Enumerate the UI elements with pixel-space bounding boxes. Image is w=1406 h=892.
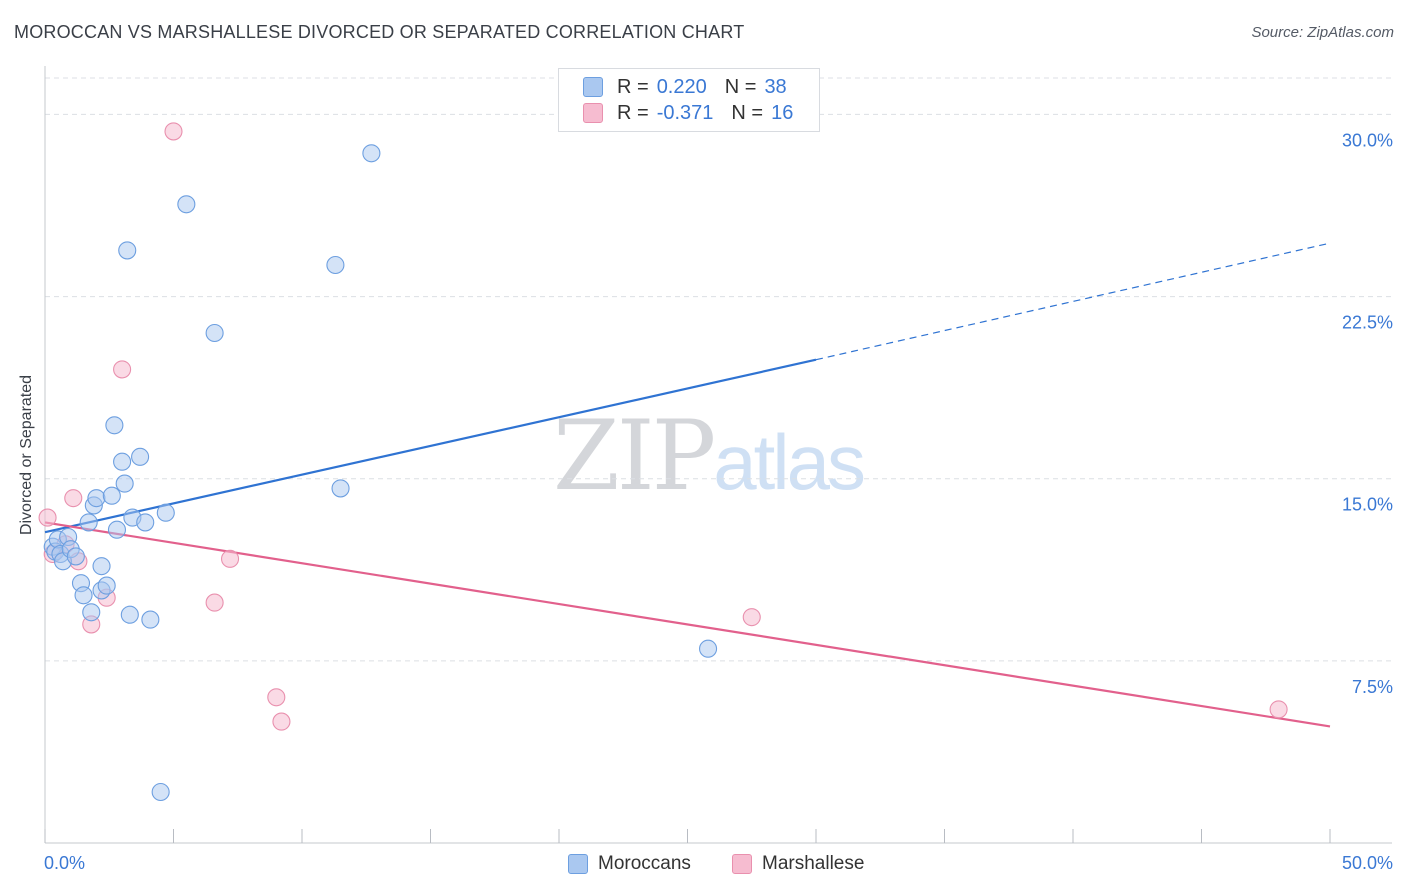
x-tick-label: 50.0% (1342, 853, 1393, 873)
grid-lines (45, 77, 1392, 662)
legend-swatch-blue (568, 854, 588, 874)
n-value: 38 (764, 75, 787, 98)
y-tick-label: 22.5% (1342, 313, 1393, 333)
data-point-moroccans (120, 605, 139, 624)
r-value: -0.371 (656, 101, 714, 124)
data-point-moroccans (362, 144, 381, 163)
r-value: 0.220 (656, 75, 707, 98)
legend-swatch-blue (583, 77, 603, 97)
data-point-moroccans (136, 513, 155, 532)
legend-moroccans: Moroccans (568, 852, 691, 876)
data-point-marshallese (64, 489, 83, 508)
data-point-moroccans (87, 489, 106, 508)
data-point-moroccans (326, 255, 345, 275)
data-point-marshallese (220, 549, 240, 568)
source-label: Source: ZipAtlas.com (1251, 24, 1394, 41)
legend-swatch-pink (583, 103, 603, 123)
data-point-moroccans (131, 447, 150, 466)
data-point-moroccans (141, 610, 160, 629)
tick-labels: 7.5% 15.0% 22.5% 30.0% 0.0% 50.0% (44, 130, 1393, 873)
data-point-moroccans (331, 479, 350, 498)
data-point-marshallese (38, 508, 57, 527)
data-point-moroccans (156, 503, 175, 522)
trend-line-moroccans (44, 358, 817, 534)
trend-line-marshallese (44, 521, 1331, 728)
trend-line-moroccans-extension (815, 242, 1331, 361)
data-point-marshallese (1269, 700, 1288, 719)
legend-swatch-pink (732, 854, 752, 874)
correlation-legend: R = 0.220 N = 38 R = -0.371 N = 16 (558, 68, 820, 132)
n-value: 16 (771, 101, 794, 124)
data-point-moroccans (92, 557, 111, 576)
data-point-marshallese (164, 122, 183, 141)
x-tick-label: 0.0% (44, 853, 85, 873)
data-point-moroccans (107, 520, 127, 539)
data-point-marshallese (742, 608, 761, 627)
data-point-marshallese (113, 360, 132, 379)
legend-marshallese: Marshallese (732, 852, 864, 876)
data-point-moroccans (151, 782, 170, 802)
data-point-marshallese (267, 688, 286, 707)
data-point-moroccans (699, 639, 718, 658)
n-label: N = (731, 101, 764, 124)
data-point-moroccans (97, 576, 116, 595)
y-tick-label: 7.5% (1352, 677, 1393, 697)
axes (44, 66, 1392, 844)
data-point-moroccans (115, 474, 134, 493)
legend-label-marshallese: Marshallese (762, 853, 865, 874)
data-point-moroccans (105, 416, 124, 435)
r-label: R = (617, 75, 649, 98)
legend-label-moroccans: Moroccans (598, 853, 691, 874)
y-tick-label: 30.0% (1342, 130, 1393, 150)
data-point-marshallese (272, 712, 291, 731)
y-tick-label: 15.0% (1342, 495, 1393, 515)
n-label: N = (724, 75, 757, 98)
chart-title: MOROCCAN VS MARSHALLESE DIVORCED OR SEPA… (14, 22, 745, 42)
data-point-moroccans (66, 547, 85, 566)
legend-row-moroccans: R = 0.220 N = 38 (583, 75, 787, 99)
data-point-moroccans (205, 323, 224, 343)
data-points (38, 122, 1288, 802)
legend-row-marshallese: R = -0.371 N = 16 (583, 101, 793, 125)
data-point-moroccans (79, 513, 98, 532)
data-point-moroccans (113, 452, 132, 471)
data-point-marshallese (205, 593, 224, 612)
data-point-moroccans (118, 241, 137, 260)
data-point-moroccans (102, 486, 121, 505)
trend-lines (44, 242, 1331, 728)
data-point-moroccans (82, 603, 101, 622)
data-point-moroccans (177, 195, 196, 214)
r-label: R = (617, 101, 649, 124)
data-point-moroccans (74, 586, 93, 605)
